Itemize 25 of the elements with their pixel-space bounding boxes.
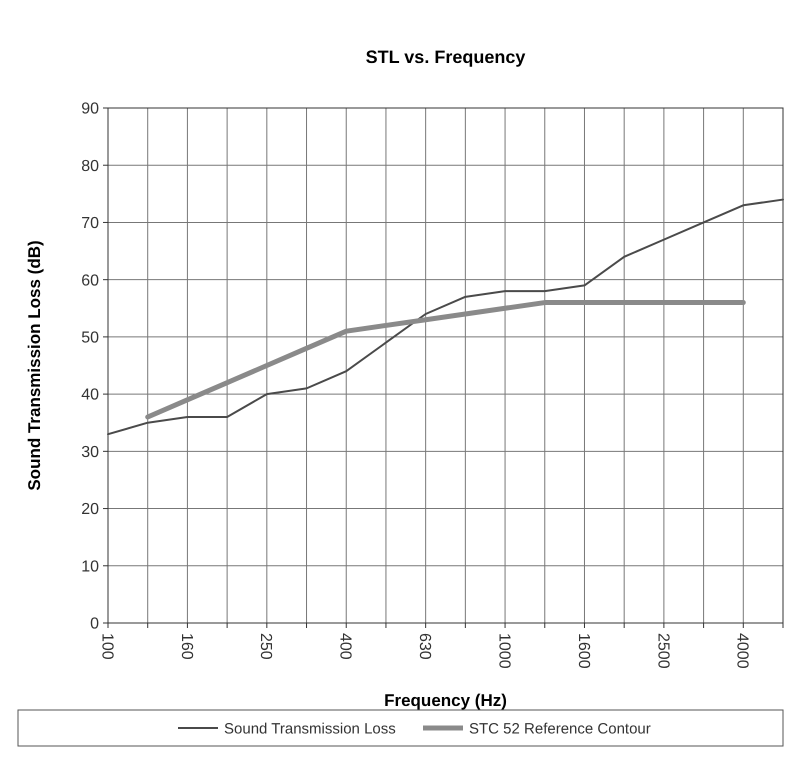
y-tick-label: 30 <box>81 444 100 461</box>
y-tick-label: 40 <box>81 386 100 404</box>
x-tick-label: 400 <box>336 633 354 660</box>
x-tick-label: 250 <box>257 633 274 660</box>
x-tick-label: 4000 <box>734 633 751 669</box>
line-series <box>107 198 784 436</box>
x-tick-label: 1000 <box>495 633 512 669</box>
x-tick-label: 1600 <box>574 633 592 669</box>
x-tick-label: 160 <box>178 633 195 660</box>
y-tick-label: 70 <box>81 215 100 232</box>
y-tick-label: 90 <box>81 100 100 118</box>
x-tick-label: 100 <box>98 633 116 660</box>
y-tick-label: 0 <box>90 616 100 633</box>
y-tick-label: 20 <box>81 501 100 518</box>
x-tick-label: 630 <box>416 633 434 660</box>
legend-label: Sound Transmission Loss <box>224 720 396 738</box>
x-tick-label: 2500 <box>654 633 672 669</box>
y-tick-label: 80 <box>81 158 100 175</box>
x-axis-title: Frequency (Hz) <box>384 691 507 710</box>
legend-label: STC 52 Reference Contour <box>469 720 651 738</box>
y-axis-title: Sound Transmission Loss (dB) <box>25 240 44 491</box>
y-tick-label: 10 <box>81 558 100 576</box>
y-tick-label: 50 <box>81 329 100 346</box>
chart-title: STL vs. Frequency <box>366 47 526 67</box>
y-tick-label: 60 <box>81 272 100 290</box>
